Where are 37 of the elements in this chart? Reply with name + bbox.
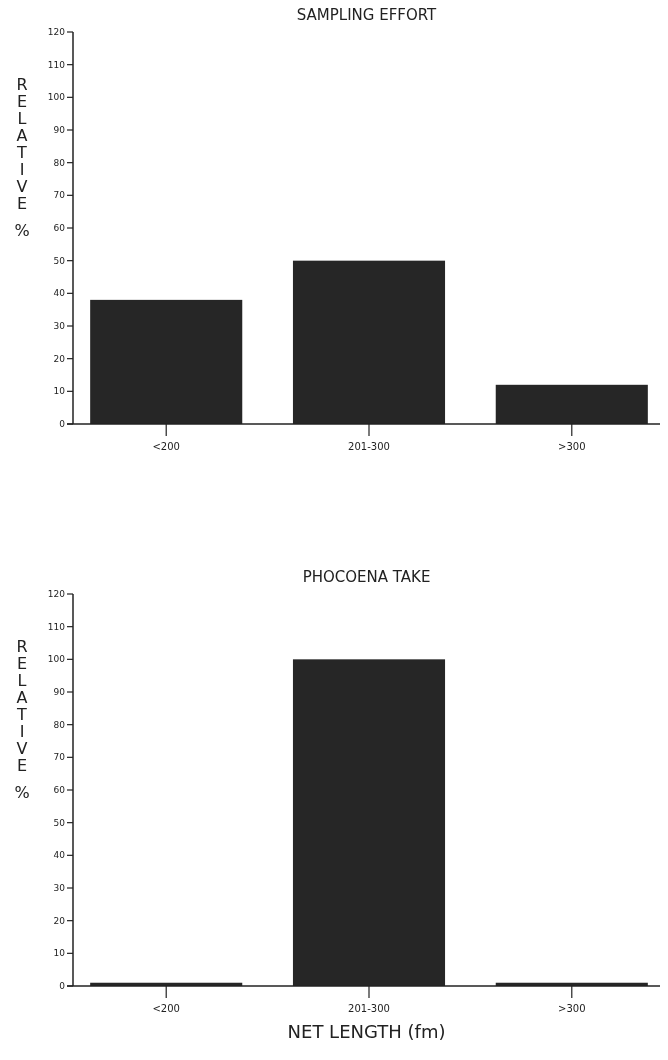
y-tick-label: 0: [59, 981, 66, 992]
y-tick-label: 70: [53, 752, 66, 763]
x-tick-label: >300: [558, 441, 586, 452]
y-tick-label: 120: [47, 27, 66, 38]
text: RELATIVE %: [14, 637, 30, 802]
y-tick-label: 30: [53, 321, 66, 332]
text: RELATIVE %: [14, 75, 30, 240]
y-tick-label: 110: [47, 59, 66, 70]
y-tick-label: 50: [53, 817, 66, 828]
y-tick-label: 100: [47, 92, 66, 103]
y-tick-label: 20: [53, 915, 66, 926]
y-tick-label: 50: [53, 255, 66, 266]
y-tick-label: 10: [53, 948, 66, 959]
y-tick-label: 70: [53, 190, 66, 201]
y-tick-label: 60: [53, 223, 66, 234]
y-tick-label: 110: [47, 621, 66, 632]
y-tick-label: 60: [53, 785, 66, 796]
chart-title: SAMPLING EFFORT: [296, 6, 438, 24]
x-tick-label: 201-300: [348, 441, 390, 452]
x-axis-title: NET LENGTH (fm): [287, 1021, 446, 1042]
y-tick-label: 40: [53, 288, 66, 299]
y-tick-label: 80: [53, 157, 66, 168]
x-tick-label: <200: [152, 441, 180, 452]
y-tick-label: 30: [53, 883, 66, 894]
y-tick-label: 100: [47, 654, 66, 665]
x-tick-label: <200: [152, 1003, 180, 1014]
y-tick-label: 80: [53, 719, 66, 730]
y-tick-label: 40: [53, 850, 66, 861]
y-tick-label: 20: [53, 353, 66, 364]
x-tick-label: 201-300: [348, 1003, 390, 1014]
chart-title: PHOCOENA TAKE: [302, 568, 431, 586]
y-tick-label: 0: [59, 419, 66, 430]
y-tick-label: 90: [53, 687, 66, 698]
y-tick-label: 90: [53, 125, 66, 136]
x-tick-label: >300: [558, 1003, 586, 1014]
y-tick-label: 120: [47, 589, 66, 600]
y-tick-label: 10: [53, 386, 66, 397]
